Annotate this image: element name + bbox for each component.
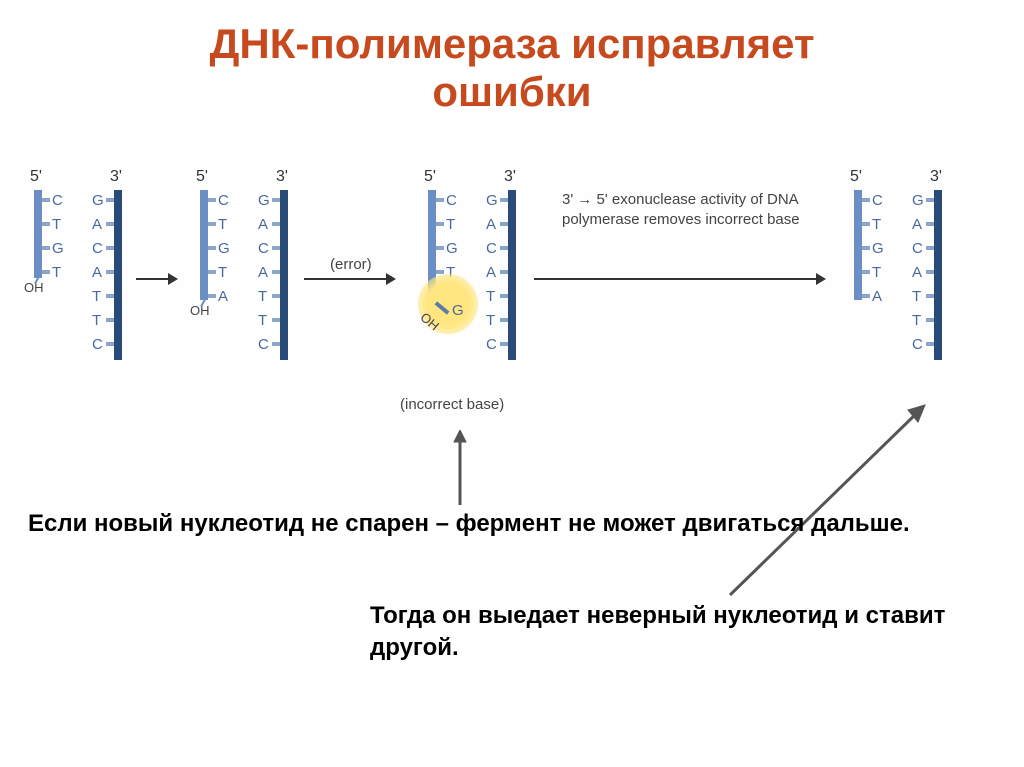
process-arrow-1 [136, 278, 176, 280]
template-base: T [92, 288, 101, 305]
end-3-prime: 3' [504, 168, 516, 186]
template-base: C [92, 336, 103, 353]
template-base: C [486, 336, 497, 353]
new-strand [854, 190, 862, 300]
template-base: A [912, 216, 922, 233]
new-base: T [872, 216, 881, 233]
end-5-prime: 5' [850, 168, 862, 186]
end-5-prime: 5' [424, 168, 436, 186]
end-3-prime: 3' [930, 168, 942, 186]
template-base: A [92, 264, 102, 281]
template-base: A [486, 264, 496, 281]
template-strand [508, 190, 516, 360]
template-base: C [912, 240, 923, 257]
error-label: (error) [330, 256, 372, 273]
end-3-prime: 3' [276, 168, 288, 186]
new-base: T [872, 264, 881, 281]
new-base: T [218, 216, 227, 233]
new-base: C [872, 192, 883, 209]
template-base: A [486, 216, 496, 233]
end-5-prime: 5' [196, 168, 208, 186]
template-base: T [912, 312, 921, 329]
template-base: A [92, 216, 102, 233]
template-base: A [258, 216, 268, 233]
annotation-arrow-1 [440, 430, 480, 510]
incorrect-base-label: (incorrect base) [400, 396, 504, 413]
new-base: T [52, 264, 61, 281]
template-base: C [258, 336, 269, 353]
new-base: G [218, 240, 230, 257]
template-base: T [486, 288, 495, 305]
new-strand [200, 190, 208, 300]
new-base: C [52, 192, 63, 209]
new-base: G [446, 240, 458, 257]
template-base: G [258, 192, 270, 209]
strand-pair-2: 5'3'GACATTCCTGTAOH [196, 168, 292, 428]
strand-pair-1: 5'3'GACATTCCTGTOH [30, 168, 126, 428]
new-base: C [446, 192, 457, 209]
caption-exonuclease: Тогда он выедает неверный нуклеотид и ст… [370, 600, 1024, 665]
template-base: T [258, 312, 267, 329]
template-base: G [486, 192, 498, 209]
process-arrow-2 [304, 278, 394, 280]
template-base: T [486, 312, 495, 329]
title-line-1: ДНК-полимераза исправляет [209, 20, 814, 67]
template-strand [280, 190, 288, 360]
template-base: C [258, 240, 269, 257]
exonuclease-caption: 3' → 5' exonuclease activity of DNA poly… [562, 190, 812, 231]
template-strand [114, 190, 122, 360]
template-base: C [912, 336, 923, 353]
new-base: T [446, 216, 455, 233]
strand-pair-4: 5'3'GACATTCCTGTA [850, 168, 946, 428]
title-line-2: ошибки [432, 68, 591, 115]
strand-pair-3: 5'3'GACATTCCTGTGOH [424, 168, 520, 428]
new-base: T [52, 216, 61, 233]
incorrect-base: G [452, 302, 464, 319]
template-base: G [92, 192, 104, 209]
caption-mismatch: Если новый нуклеотид не спарен – фермент… [28, 508, 910, 540]
template-base: C [92, 240, 103, 257]
annotation-arrow-2 [720, 400, 940, 600]
page-title: ДНК-полимераза исправляет ошибки [0, 0, 1024, 117]
template-base: G [912, 192, 924, 209]
template-base: T [258, 288, 267, 305]
new-base: T [218, 264, 227, 281]
new-base: G [872, 240, 884, 257]
new-base: A [218, 288, 228, 305]
process-arrow-3 [534, 278, 824, 280]
template-base: C [486, 240, 497, 257]
new-base: C [218, 192, 229, 209]
end-5-prime: 5' [30, 168, 42, 186]
template-base: T [912, 288, 921, 305]
new-base: G [52, 240, 64, 257]
new-strand [34, 190, 42, 278]
end-3-prime: 3' [110, 168, 122, 186]
template-base: T [92, 312, 101, 329]
template-strand [934, 190, 942, 360]
template-base: A [258, 264, 268, 281]
template-base: A [912, 264, 922, 281]
new-base: A [872, 288, 882, 305]
